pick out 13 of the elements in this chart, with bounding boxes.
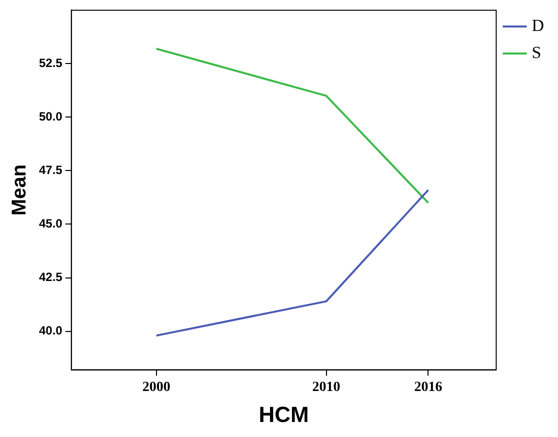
y-tick-label: 50.0 xyxy=(38,110,63,124)
y-tick-label: 40.0 xyxy=(38,324,63,338)
x-tick-label: 2016 xyxy=(414,380,442,395)
x-tick-label: 2010 xyxy=(312,380,340,395)
y-tick-label: 45.0 xyxy=(38,216,63,231)
x-axis-title: HCM xyxy=(258,402,309,427)
y-axis-title: Mean xyxy=(8,164,31,216)
legend-label: D xyxy=(532,16,544,35)
y-tick-label: 42.5 xyxy=(38,270,63,284)
y-tick-label: 52.5 xyxy=(38,56,63,70)
y-tick-label: 47.5 xyxy=(38,163,63,178)
x-tick-label: 2000 xyxy=(142,380,170,395)
legend-label: S xyxy=(532,42,542,62)
